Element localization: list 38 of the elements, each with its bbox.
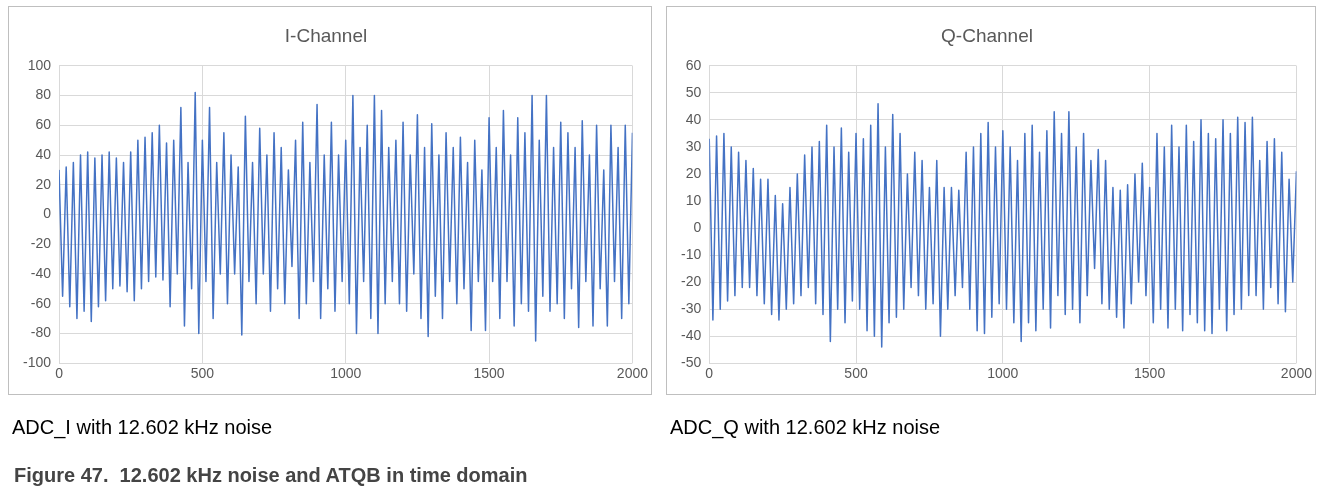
y-tick-label: 60 bbox=[35, 116, 52, 133]
y-tick-label: 10 bbox=[685, 191, 702, 208]
x-tick-label: 0 bbox=[55, 365, 64, 382]
x-tick-label: 0 bbox=[705, 365, 714, 382]
y-tick-label: -100 bbox=[22, 354, 52, 371]
chart-title: Q-Channel bbox=[941, 24, 1033, 46]
text: ADC_Q with 12.602 kHz noise bbox=[670, 416, 941, 439]
y-tick-label: -50 bbox=[681, 354, 702, 371]
x-tick-label: 2000 bbox=[616, 365, 649, 382]
x-tick-label: 1000 bbox=[987, 365, 1019, 382]
y-tick-label: 40 bbox=[685, 110, 702, 127]
y-tick-label: -20 bbox=[30, 235, 52, 252]
y-tick-label: -10 bbox=[681, 245, 702, 262]
x-tick-label: 500 bbox=[190, 365, 215, 382]
x-tick-label: 2000 bbox=[1280, 365, 1313, 382]
x-tick-label: 1000 bbox=[330, 365, 362, 382]
x-tick-label: 1500 bbox=[1134, 365, 1166, 382]
y-tick-label: 100 bbox=[27, 56, 52, 73]
y-tick-label: 50 bbox=[685, 83, 702, 100]
caption: Figure 47. 12.602 kHz noise and ATQB in time domain bbox=[14, 464, 528, 487]
x-tick-label: 500 bbox=[844, 365, 868, 382]
text: ADC_I with 12.602 kHz noise bbox=[12, 416, 273, 439]
y-tick-label: 20 bbox=[35, 175, 52, 192]
y-tick-label: -30 bbox=[681, 299, 702, 316]
chart-title: I-Channel bbox=[284, 24, 368, 46]
y-tick-label: 60 bbox=[685, 56, 702, 73]
y-tick-label: 80 bbox=[35, 86, 52, 103]
y-tick-label: 30 bbox=[685, 137, 702, 154]
y-tick-label: -40 bbox=[681, 327, 702, 344]
y-tick-label: -60 bbox=[30, 294, 52, 311]
x-tick-label: 1500 bbox=[473, 365, 505, 382]
y-tick-label: 40 bbox=[35, 145, 52, 162]
y-tick-label: 0 bbox=[693, 218, 702, 235]
y-tick-label: -80 bbox=[30, 324, 52, 341]
y-tick-label: 20 bbox=[685, 164, 702, 181]
y-tick-label: -20 bbox=[681, 272, 702, 289]
y-tick-label: 0 bbox=[43, 205, 52, 222]
y-tick-label: -40 bbox=[30, 264, 52, 281]
